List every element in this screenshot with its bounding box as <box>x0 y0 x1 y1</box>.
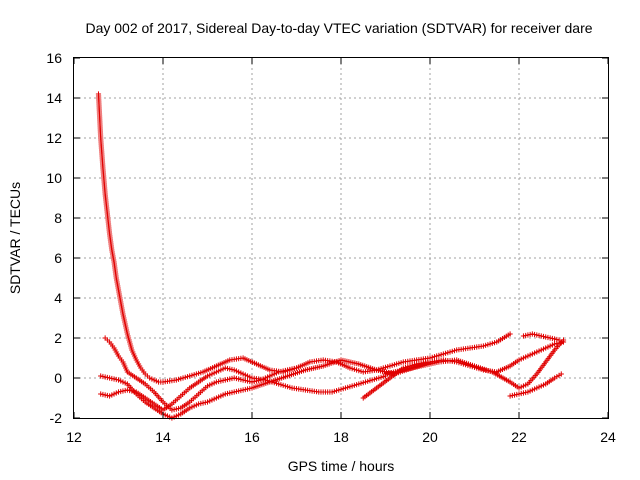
y-tick-labels: -2 0 2 4 6 8 10 12 14 16 <box>46 50 62 426</box>
data-point <box>558 371 564 377</box>
x-tick-label: 20 <box>422 429 438 445</box>
x-tick-label: 16 <box>244 429 260 445</box>
y-tick-label: 8 <box>54 210 62 226</box>
x-tick-label: 12 <box>66 429 82 445</box>
chart-title: Day 002 of 2017, Sidereal Day-to-day VTE… <box>85 20 592 36</box>
x-tick-label: 24 <box>600 429 616 445</box>
y-tick-label: 16 <box>46 50 62 66</box>
x-axis-label: GPS time / hours <box>288 458 395 474</box>
data-points <box>95 91 567 421</box>
grid-lines <box>74 58 608 418</box>
y-tick-label: 6 <box>54 250 62 266</box>
axis-ticks <box>73 57 609 419</box>
plot-frame <box>73 57 609 419</box>
y-tick-label: 14 <box>46 90 62 106</box>
y-tick-label: 4 <box>54 290 62 306</box>
data-point <box>556 337 562 343</box>
y-tick-label: 12 <box>46 130 62 146</box>
y-tick-label: 0 <box>54 370 62 386</box>
y-tick-label: 10 <box>46 170 62 186</box>
y-tick-label: 2 <box>54 330 62 346</box>
x-tick-label: 14 <box>155 429 171 445</box>
x-tick-labels: 12 14 16 18 20 22 24 <box>66 429 616 445</box>
y-axis-label: SDTVAR / TECUs <box>7 182 23 294</box>
data-point <box>560 337 567 343</box>
x-tick-label: 22 <box>511 429 527 445</box>
y-tick-label: -2 <box>50 410 63 426</box>
x-tick-label: 18 <box>333 429 349 445</box>
data-point <box>507 331 513 337</box>
